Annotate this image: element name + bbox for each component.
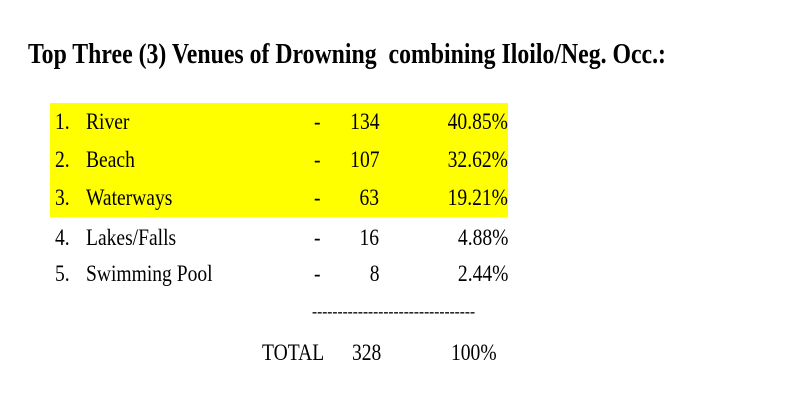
count: 107	[349, 147, 379, 172]
venue: Lakes/Falls	[86, 225, 177, 250]
venue: Beach	[86, 147, 135, 172]
percent: 2.44%	[457, 261, 508, 286]
dash: -	[314, 109, 321, 134]
venue: River	[86, 109, 130, 134]
count: 63	[359, 185, 379, 210]
dash: -	[314, 147, 321, 172]
total-percent: 100%	[451, 340, 497, 365]
percent: 32.62%	[447, 147, 508, 172]
row-number: 4.	[55, 225, 70, 250]
venue: Swimming Pool	[86, 261, 213, 286]
count: 8	[369, 261, 379, 286]
dash: -	[314, 185, 321, 210]
separator: --------------------------------	[312, 301, 476, 321]
row-number: 2.	[55, 147, 70, 172]
row-number: 1.	[55, 109, 70, 134]
count: 134	[349, 109, 379, 134]
percent: 4.88%	[457, 225, 508, 250]
title: Top Three (3) Venues of Drowning combini…	[28, 38, 666, 70]
row-number: 5.	[55, 261, 70, 286]
percent: 19.21%	[447, 185, 508, 210]
row-number: 3.	[55, 185, 70, 210]
total-count: 328	[352, 340, 382, 365]
dash: -	[314, 225, 321, 250]
highlight	[50, 103, 508, 217]
count: 16	[359, 225, 379, 250]
venue: Waterways	[86, 185, 173, 210]
dash: -	[314, 261, 321, 286]
percent: 40.85%	[447, 109, 508, 134]
total-label: TOTAL	[262, 340, 325, 365]
